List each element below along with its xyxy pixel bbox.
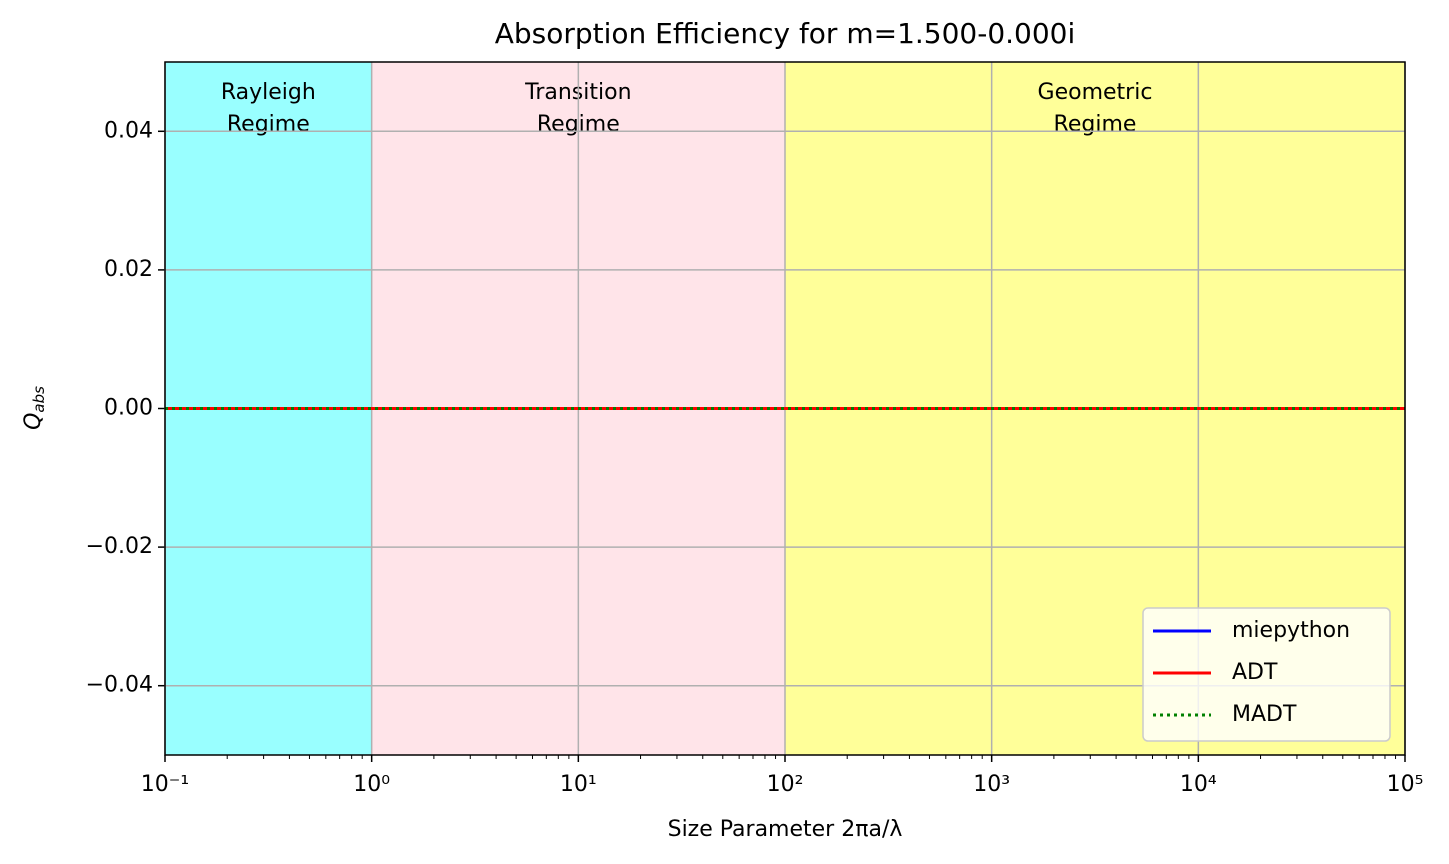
y-tick-label: −0.02 <box>86 534 153 559</box>
y-axis-label-sub: abs <box>30 386 48 413</box>
legend-box <box>1142 607 1391 742</box>
legend-label: MADT <box>1232 702 1297 727</box>
legend-label: miepython <box>1232 618 1350 643</box>
chart-title: Absorption Efficiency for m=1.500-0.000i <box>495 17 1076 50</box>
x-axis-label: Size Parameter 2πa/λ <box>668 817 903 842</box>
x-tick-label: 10² <box>767 772 804 797</box>
regime-label: Regime <box>227 112 310 137</box>
x-tick-label: 10⁻¹ <box>141 772 189 797</box>
x-tick-label: 10⁴ <box>1180 772 1217 797</box>
x-tick-label: 10⁰ <box>353 772 390 797</box>
plot-frame <box>164 61 1406 756</box>
x-tick-label: 10⁵ <box>1387 772 1424 797</box>
x-tick-label: 10¹ <box>560 772 597 797</box>
y-axis-label-main: Q <box>21 413 46 430</box>
legend-label: ADT <box>1232 660 1278 685</box>
y-tick-label: −0.04 <box>86 673 153 698</box>
regime-label: Regime <box>1054 112 1137 137</box>
y-tick-label: 0.04 <box>104 118 153 143</box>
y-tick-label: 0.00 <box>104 396 153 421</box>
x-tick-label: 10³ <box>973 772 1010 797</box>
regime-label: Geometric <box>1038 80 1153 105</box>
regime-label: Rayleigh <box>221 80 316 105</box>
y-tick-label: 0.02 <box>104 257 153 282</box>
y-axis-label: Qabs <box>21 386 48 430</box>
